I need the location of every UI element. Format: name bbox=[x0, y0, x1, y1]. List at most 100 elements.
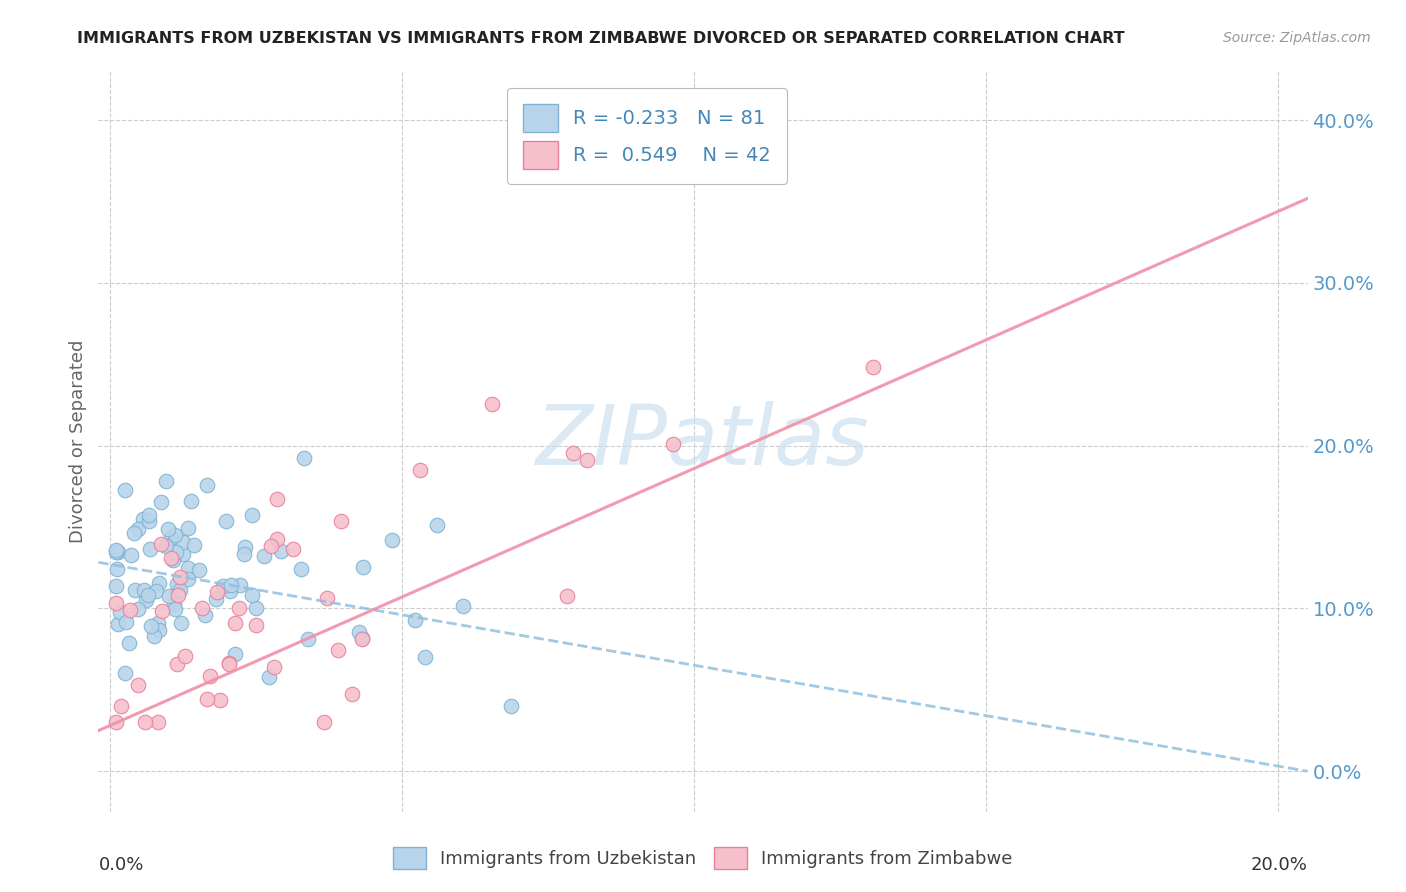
Point bbox=[191, 600, 214, 615]
Text: IMMIGRANTS FROM UZBEKISTAN VS IMMIGRANTS FROM ZIMBABWE DIVORCED OR SEPARATED COR: IMMIGRANTS FROM UZBEKISTAN VS IMMIGRANTS… bbox=[77, 31, 1125, 46]
Point bbox=[114, 615, 136, 629]
Point bbox=[352, 631, 374, 645]
Point bbox=[138, 542, 160, 557]
Legend: R = -0.233   N = 81, R =  0.549    N = 42: R = -0.233 N = 81, R = 0.549 N = 42 bbox=[508, 88, 786, 185]
Point bbox=[167, 588, 190, 602]
Point bbox=[148, 576, 170, 591]
Point bbox=[662, 437, 685, 451]
Point bbox=[409, 463, 432, 477]
Point bbox=[240, 508, 263, 522]
Point bbox=[149, 495, 172, 509]
Point bbox=[127, 602, 149, 616]
Point bbox=[166, 577, 188, 591]
Point bbox=[328, 643, 350, 657]
Point bbox=[177, 572, 200, 586]
Point bbox=[172, 547, 194, 561]
Point bbox=[481, 397, 503, 411]
Point bbox=[114, 483, 136, 497]
Point bbox=[174, 649, 197, 664]
Point bbox=[270, 543, 292, 558]
Point bbox=[562, 446, 585, 460]
Point bbox=[118, 603, 141, 617]
Point bbox=[290, 562, 312, 576]
Point bbox=[141, 619, 163, 633]
Point bbox=[233, 541, 256, 555]
Point bbox=[263, 659, 285, 673]
Point bbox=[136, 588, 159, 602]
Point bbox=[266, 491, 288, 506]
Point bbox=[122, 526, 145, 541]
Point bbox=[155, 475, 177, 489]
Text: Source: ZipAtlas.com: Source: ZipAtlas.com bbox=[1223, 31, 1371, 45]
Point bbox=[120, 548, 142, 562]
Point bbox=[132, 511, 155, 525]
Point bbox=[105, 562, 128, 576]
Point bbox=[169, 582, 191, 597]
Point bbox=[150, 604, 173, 618]
Point bbox=[205, 585, 228, 599]
Point bbox=[451, 599, 474, 614]
Point bbox=[314, 715, 336, 730]
Point bbox=[380, 533, 402, 547]
Point bbox=[104, 580, 127, 594]
Point bbox=[259, 670, 281, 684]
Point bbox=[208, 693, 231, 707]
Point bbox=[228, 600, 250, 615]
Point bbox=[232, 547, 254, 561]
Point bbox=[104, 542, 127, 557]
Point bbox=[415, 649, 437, 664]
Point bbox=[150, 536, 173, 550]
Point bbox=[114, 666, 136, 681]
Point bbox=[145, 584, 167, 599]
Point bbox=[104, 596, 127, 610]
Point bbox=[575, 453, 598, 467]
Point bbox=[127, 678, 149, 692]
Point bbox=[143, 629, 166, 643]
Point bbox=[218, 657, 240, 672]
Y-axis label: Divorced or Separated: Divorced or Separated bbox=[69, 340, 87, 543]
Point bbox=[229, 578, 252, 592]
Point bbox=[211, 579, 233, 593]
Point bbox=[148, 623, 170, 637]
Text: ZIPatlas: ZIPatlas bbox=[536, 401, 870, 482]
Text: 0.0%: 0.0% bbox=[98, 856, 143, 874]
Point bbox=[107, 545, 129, 559]
Point bbox=[242, 588, 264, 602]
Point bbox=[146, 715, 169, 730]
Point bbox=[165, 545, 187, 559]
Point bbox=[177, 521, 200, 535]
Point bbox=[104, 545, 127, 559]
Point bbox=[219, 578, 242, 592]
Point bbox=[215, 515, 238, 529]
Point bbox=[266, 532, 288, 546]
Point bbox=[156, 522, 179, 536]
Point bbox=[163, 527, 186, 541]
Point bbox=[315, 591, 337, 606]
Point bbox=[107, 616, 129, 631]
Point bbox=[162, 552, 184, 566]
Point bbox=[205, 591, 228, 606]
Point bbox=[292, 450, 315, 465]
Point bbox=[118, 636, 141, 650]
Point bbox=[169, 569, 191, 583]
Point bbox=[170, 616, 193, 631]
Point bbox=[862, 359, 884, 374]
Point bbox=[501, 698, 523, 713]
Point bbox=[340, 687, 363, 701]
Point bbox=[166, 657, 188, 671]
Point bbox=[404, 614, 426, 628]
Point bbox=[165, 602, 187, 616]
Point bbox=[253, 549, 276, 563]
Point bbox=[193, 607, 215, 622]
Point bbox=[297, 632, 319, 647]
Point bbox=[224, 647, 246, 661]
Point bbox=[260, 539, 283, 553]
Point bbox=[105, 715, 128, 730]
Point bbox=[426, 517, 449, 532]
Point bbox=[157, 590, 180, 604]
Point bbox=[138, 514, 160, 528]
Point bbox=[347, 624, 370, 639]
Point bbox=[127, 522, 149, 536]
Point bbox=[350, 632, 373, 646]
Point bbox=[132, 582, 155, 597]
